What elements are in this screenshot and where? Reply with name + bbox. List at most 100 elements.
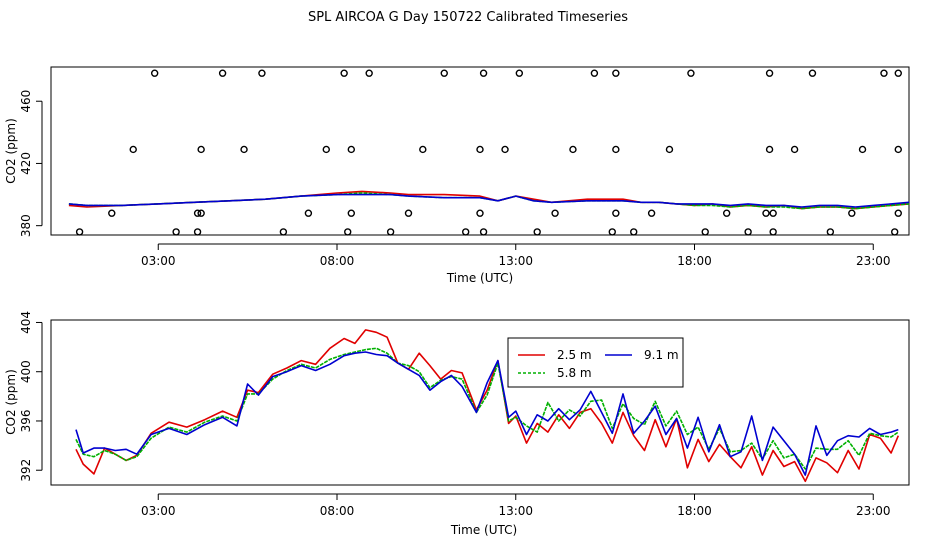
bot-x-tick-label: 03:00: [141, 504, 176, 518]
top-y-tick-label: 460: [19, 90, 33, 113]
top-point: [765, 69, 774, 77]
bottom-plot-frame: [50, 319, 910, 486]
bot-x-tick-label: 08:00: [320, 504, 355, 518]
top-point: [515, 69, 524, 77]
top-point: [630, 228, 638, 236]
legend-box: [507, 337, 684, 388]
top-point: [347, 145, 355, 154]
top-point: [344, 228, 352, 236]
top-point: [765, 145, 774, 154]
top-y-tick-label: 380: [19, 214, 33, 237]
top-x-tick-label: 08:00: [320, 254, 355, 268]
top-point: [858, 145, 867, 154]
top-x-tick-label: 13:00: [498, 254, 533, 268]
top-point: [462, 228, 470, 236]
top-series-line-1: [68, 192, 910, 210]
top-point: [365, 69, 373, 77]
top-series-group: [68, 190, 910, 210]
bottom-panel: 03:00 08:00 13:00 18:00 23:00 392 396 400 404 T…: [4, 311, 910, 537]
top-point: [894, 145, 902, 154]
top-point: [240, 145, 248, 154]
top-point: [258, 69, 266, 77]
top-x-tick-label: 18:00: [677, 254, 712, 268]
top-point: [150, 69, 159, 77]
top-point: [826, 228, 835, 236]
top-point: [193, 228, 202, 236]
top-point: [404, 209, 413, 217]
top-point: [590, 69, 599, 77]
top-point: [322, 145, 330, 154]
top-point: [790, 145, 799, 154]
top-point: [894, 69, 902, 77]
top-x-axis-label: Time (UTC): [446, 271, 513, 285]
top-point: [129, 145, 137, 154]
top-series-line-2: [68, 193, 910, 208]
top-point: [808, 69, 817, 77]
top-plot-frame: [50, 66, 910, 236]
top-point: [501, 145, 509, 154]
top-point: [340, 69, 348, 77]
top-point: [75, 228, 84, 236]
bot-y-tick-label: 400: [19, 360, 33, 383]
top-point: [687, 69, 695, 77]
top-points-group: [75, 69, 902, 236]
top-point: [612, 69, 620, 77]
top-point: [304, 209, 313, 217]
legend: 2.5 m 5.8 m 9.1 m: [507, 337, 684, 388]
top-point: [612, 209, 620, 217]
top-point: [419, 145, 427, 154]
top-point: [769, 209, 777, 217]
top-point: [701, 228, 709, 236]
bottom-x-axis: 03:00 08:00 13:00 18:00 23:00: [141, 493, 891, 518]
top-point: [894, 209, 902, 217]
bot-x-tick-label: 18:00: [677, 504, 712, 518]
top-point: [762, 209, 770, 217]
top-point: [848, 209, 856, 217]
top-point: [479, 228, 488, 236]
top-point: [440, 69, 448, 77]
top-panel: 03:00 08:00 13:00 18:00 23:00 380 420 460 Time…: [4, 66, 910, 285]
top-point: [479, 69, 488, 77]
bot-series-line-2-5-m: [75, 329, 900, 483]
bot-y-tick-label: 392: [19, 459, 33, 482]
bot-y-tick-label: 396: [19, 410, 33, 433]
figure-title: SPL AIRCOA G Day 150722 Calibrated Times…: [308, 10, 628, 25]
bot-series-line-9-1-m: [75, 351, 899, 476]
bottom-y-axis-label: CO2 (ppm): [4, 369, 18, 435]
top-point: [476, 209, 484, 217]
top-point: [218, 69, 227, 77]
top-y-tick-label: 420: [19, 152, 33, 175]
top-point: [612, 145, 620, 154]
top-point: [647, 209, 656, 217]
bot-x-tick-label: 13:00: [498, 504, 533, 518]
top-point: [386, 228, 395, 236]
bottom-series-group: [75, 329, 900, 483]
bot-y-tick-label: 404: [19, 311, 33, 334]
top-point: [608, 228, 616, 236]
top-point: [722, 209, 731, 217]
top-point: [108, 209, 116, 217]
legend-label-2-5m: 2.5 m: [557, 348, 592, 362]
top-point: [769, 228, 777, 236]
legend-label-9-1m: 9.1 m: [644, 348, 679, 362]
top-point: [476, 145, 484, 154]
bot-x-tick-label: 23:00: [856, 504, 891, 518]
top-point: [891, 228, 899, 236]
bottom-y-axis: 392 396 400 404: [19, 311, 43, 482]
top-point: [193, 209, 202, 217]
bottom-x-axis-label: Time (UTC): [450, 523, 517, 537]
top-x-tick-label: 03:00: [141, 254, 176, 268]
top-point: [172, 228, 180, 236]
top-point: [569, 145, 577, 154]
top-point: [347, 209, 355, 217]
top-point: [197, 145, 205, 154]
top-y-axis: 380 420 460: [19, 90, 43, 237]
top-x-axis: 03:00 08:00 13:00 18:00 23:00: [141, 243, 891, 268]
top-x-tick-label: 23:00: [856, 254, 891, 268]
top-point: [533, 228, 541, 236]
top-point: [744, 228, 752, 236]
top-point: [551, 209, 559, 217]
top-point: [279, 228, 288, 236]
legend-label-5-8m: 5.8 m: [557, 366, 592, 380]
